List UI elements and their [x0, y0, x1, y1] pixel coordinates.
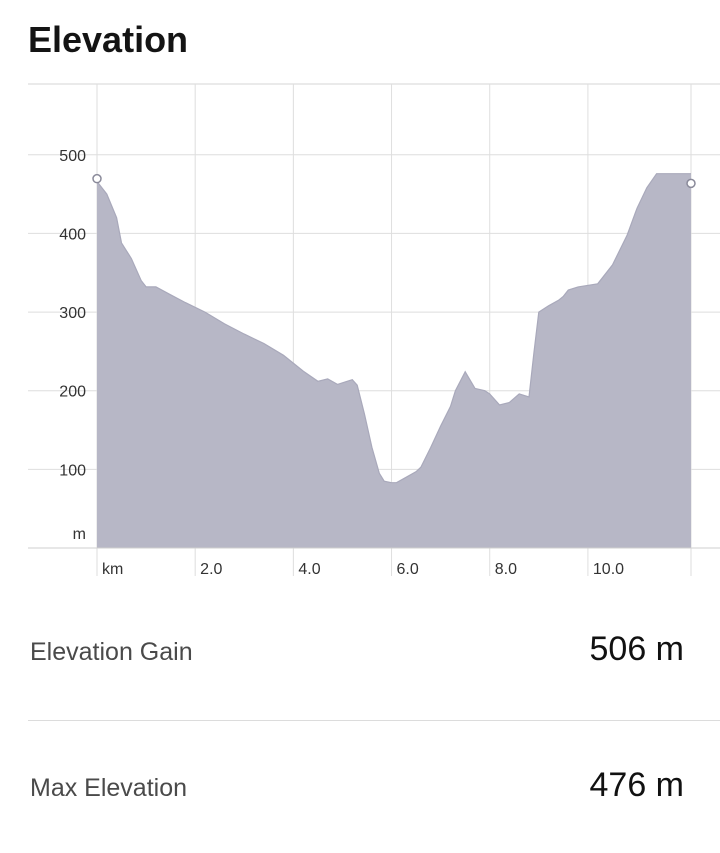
max-elevation-row: Max Elevation 476 m	[0, 760, 720, 820]
x-tick-label: 10.0	[593, 561, 624, 578]
y-tick-label: 400	[59, 226, 86, 243]
y-tick-label: 500	[59, 148, 86, 165]
x-unit-label: km	[102, 561, 123, 578]
y-unit-label: m	[73, 526, 86, 543]
page-title: Elevation	[28, 19, 189, 60]
y-tick-label: 200	[59, 384, 86, 401]
elevation-area	[97, 173, 691, 548]
elevation-chart: 100 200 300 400 500 m km 2.0 4.0 6.0 8.0 10.0	[28, 83, 720, 578]
x-tick-label: 6.0	[397, 561, 419, 578]
elevation-gain-row: Elevation Gain 506 m	[0, 624, 720, 684]
y-tick-label: 100	[59, 462, 86, 479]
start-point-marker	[92, 173, 102, 184]
x-tick-label: 8.0	[495, 561, 517, 578]
x-tick-label: 4.0	[298, 561, 320, 578]
x-tick-label: 2.0	[200, 561, 222, 578]
y-tick-label: 300	[59, 305, 86, 322]
stats-divider	[28, 720, 720, 721]
elevation-line	[96, 173, 691, 484]
max-elevation-value: 476 m	[589, 766, 685, 804]
chart-axes: 100 200 300 400 500 m km 2.0 4.0 6.0 8.0 10.0	[28, 148, 720, 578]
end-point-marker	[686, 178, 696, 189]
elevation-gain-value: 506 m	[589, 630, 685, 668]
max-elevation-label: Max Elevation	[30, 774, 188, 802]
elevation-gain-label: Elevation Gain	[30, 638, 193, 666]
endpoint-markers	[92, 173, 696, 189]
